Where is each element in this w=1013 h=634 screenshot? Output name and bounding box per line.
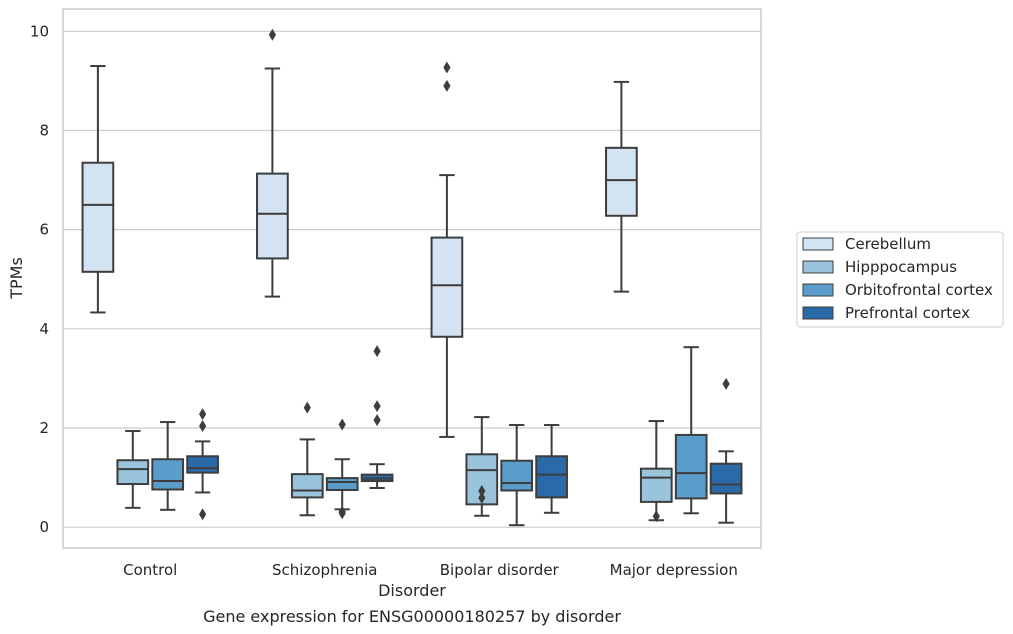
series-orbitofrontal-cortex xyxy=(151,346,708,527)
box-iqr xyxy=(500,459,534,492)
outlier-point xyxy=(338,505,346,518)
outlier-point xyxy=(338,418,346,431)
box-iqr xyxy=(116,459,150,486)
x-axis-label: Disorder xyxy=(378,581,446,600)
box-iqr xyxy=(151,458,185,491)
outlier-point xyxy=(443,79,451,92)
box xyxy=(639,420,673,523)
series-cerebellum xyxy=(81,28,638,438)
outlier-point xyxy=(373,345,381,358)
outlier-point xyxy=(199,508,207,521)
outlier-point xyxy=(478,484,486,497)
x-tick-label: Schizophrenia xyxy=(272,561,377,579)
box-series xyxy=(81,28,743,527)
box xyxy=(325,418,359,520)
outlier-point xyxy=(303,401,311,414)
box xyxy=(116,429,150,509)
y-tick-label: 10 xyxy=(30,22,49,40)
legend-swatch xyxy=(802,260,834,274)
box-iqr xyxy=(605,146,638,217)
outlier-point xyxy=(373,400,381,413)
outlier-point xyxy=(199,408,207,421)
y-axis-label: TPMs xyxy=(7,257,26,300)
legend: Cerebellum Hipppocampus Orbitofrontal cort… xyxy=(796,231,1004,328)
box xyxy=(151,421,185,511)
series-hipppocampus xyxy=(116,401,673,523)
x-tick-label: Control xyxy=(123,561,177,579)
y-tick-label: 6 xyxy=(39,221,49,239)
legend-frame xyxy=(796,231,1004,328)
box xyxy=(186,408,219,521)
box-iqr xyxy=(81,161,115,273)
gridlines xyxy=(63,30,761,528)
legend-swatch xyxy=(802,237,834,251)
legend-swatch xyxy=(802,306,834,320)
box xyxy=(535,424,568,514)
legend-swatch xyxy=(802,283,834,297)
y-tick-label: 4 xyxy=(39,320,49,338)
x-tick-label: Major depression xyxy=(610,561,738,579)
box-iqr xyxy=(290,473,324,499)
box xyxy=(674,346,708,515)
outlier-point xyxy=(652,510,660,523)
outlier-point xyxy=(268,28,276,41)
box-iqr xyxy=(256,172,289,260)
series-prefrontal-cortex xyxy=(186,345,743,524)
plot-background xyxy=(63,9,761,548)
chart-title: Gene expression for ENSG00000180257 by d… xyxy=(203,607,621,626)
box-iqr xyxy=(430,236,464,338)
box xyxy=(290,401,324,517)
box-iqr xyxy=(639,467,673,503)
legend-entry: Prefrontal cortex xyxy=(845,304,970,322)
box-iqr xyxy=(535,455,568,499)
box-iqr xyxy=(709,462,743,495)
box-iqr xyxy=(325,477,359,491)
box xyxy=(256,28,289,298)
legend-entry: Cerebellum xyxy=(845,235,931,253)
outlier-point xyxy=(722,377,730,390)
box-iqr xyxy=(674,433,708,500)
box xyxy=(81,65,115,314)
box-iqr xyxy=(186,455,219,474)
y-axis-ticks: 0 2 4 6 8 10 xyxy=(30,22,49,536)
box xyxy=(709,377,743,524)
x-axis-ticks: Control Schizophrenia Bipolar disorder Majo… xyxy=(123,561,738,579)
outlier-point xyxy=(373,414,381,427)
y-tick-label: 8 xyxy=(39,121,49,139)
outlier-point xyxy=(443,61,451,74)
y-tick-label: 2 xyxy=(39,419,49,437)
box xyxy=(465,416,499,517)
plot-frame xyxy=(62,8,762,549)
x-tick-label: Bipolar disorder xyxy=(440,561,560,579)
y-tick-label: 0 xyxy=(39,518,49,536)
legend-entry: Hipppocampus xyxy=(845,258,957,276)
box xyxy=(430,61,464,438)
outlier-point xyxy=(199,420,207,433)
box xyxy=(605,80,638,293)
box xyxy=(360,345,394,490)
box xyxy=(500,424,534,527)
outlier-point xyxy=(478,491,486,504)
legend-entry: Orbitofrontal cortex xyxy=(845,281,993,299)
